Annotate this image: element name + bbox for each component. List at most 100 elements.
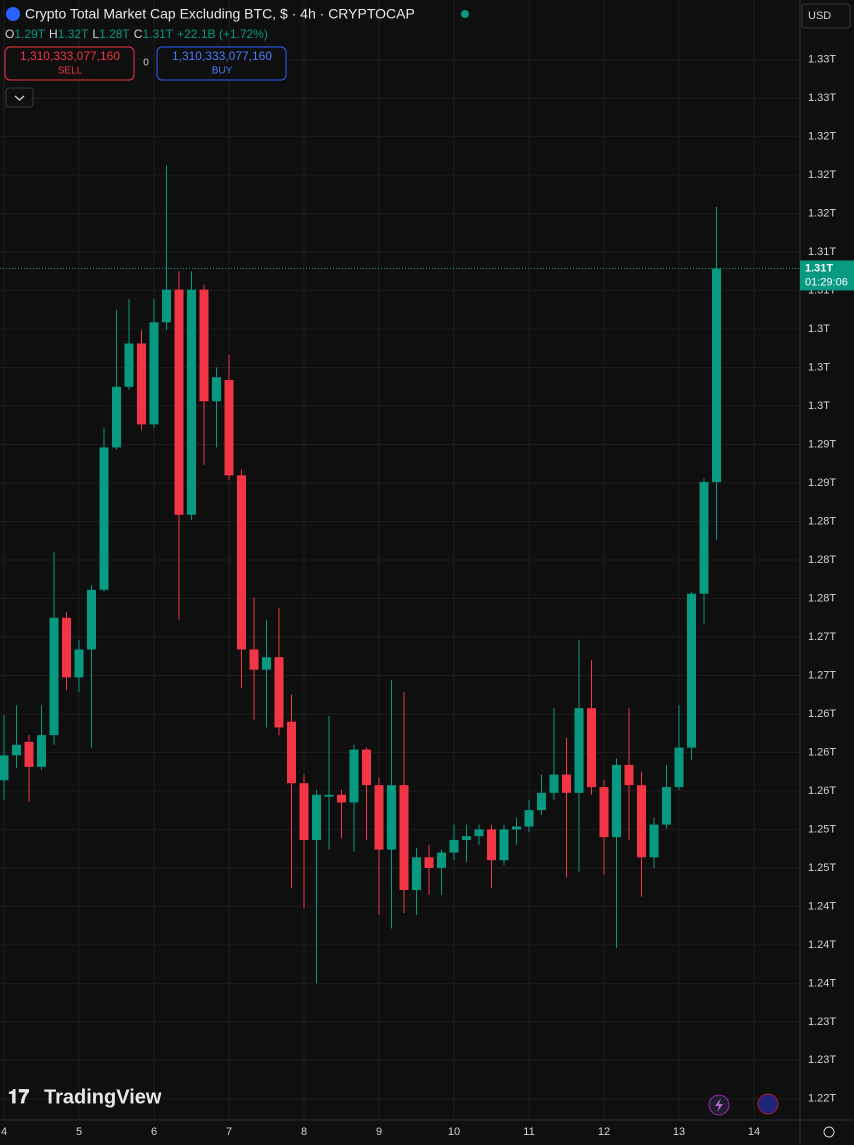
y-tick-label: 1.28T xyxy=(808,554,836,566)
candle-body xyxy=(562,774,571,793)
settings-icon[interactable] xyxy=(823,1126,835,1138)
lightning xyxy=(715,1098,723,1112)
buy-button[interactable] xyxy=(156,46,287,81)
candle-body xyxy=(24,741,34,767)
y-tick-label: 1.23T xyxy=(808,1016,836,1028)
ohlc-value: 1.28T xyxy=(99,27,130,41)
y-tick-label: 1.33T xyxy=(808,54,836,66)
candle-body xyxy=(374,785,384,850)
y-tick-label: 1.27T xyxy=(808,631,836,643)
candle-body xyxy=(124,343,134,387)
y-tick-label: 1.24T xyxy=(808,900,836,912)
ohlc-value: 1.31T xyxy=(142,27,173,41)
candle-body xyxy=(299,783,309,840)
y-tick-label: 1.33T xyxy=(808,92,836,104)
candle-body xyxy=(574,708,584,793)
ohlc: O1.29T H1.32T L1.28T C1.31T +22.1B (+1.72%) xyxy=(5,27,268,41)
candle-body xyxy=(62,617,71,678)
y-tick-label: 1.23T xyxy=(808,1054,836,1066)
y-tick-label: 1.31T xyxy=(808,246,836,258)
candle-body xyxy=(137,343,146,425)
candle-body xyxy=(174,289,184,515)
y-tick-label: 1.32T xyxy=(808,208,836,220)
candle-body xyxy=(287,721,296,784)
sell-button[interactable] xyxy=(4,46,135,81)
grid xyxy=(0,0,800,1120)
candle-body xyxy=(599,787,609,838)
y-tick-label: 1.29T xyxy=(808,438,836,450)
sell-label: SELL xyxy=(58,66,83,77)
buy-price: 1,310,333,077,160 xyxy=(172,49,272,63)
candle-body xyxy=(262,657,271,670)
candle-body xyxy=(687,593,696,748)
y-tick-label: 1.26T xyxy=(808,708,836,720)
flag-icon[interactable] xyxy=(757,1093,779,1115)
chevron xyxy=(14,95,25,101)
x-tick-label: 7 xyxy=(226,1126,232,1138)
currency: USD xyxy=(808,10,831,22)
candle-body xyxy=(199,289,209,402)
candle-body xyxy=(424,857,434,868)
candle-body xyxy=(637,785,646,858)
candle-body xyxy=(699,482,709,594)
x-tick-label: 12 xyxy=(598,1126,610,1138)
candle-body xyxy=(362,749,371,786)
candle-body xyxy=(624,764,634,786)
x-tick-label: 9 xyxy=(376,1126,382,1138)
ohlc-key: C xyxy=(134,27,143,41)
candle-body xyxy=(187,289,196,515)
candle-body xyxy=(12,744,21,756)
candle-body xyxy=(712,268,721,483)
y-tick-label: 1.28T xyxy=(808,592,836,604)
candle-body xyxy=(274,657,284,728)
ohlc-key: H xyxy=(49,27,58,41)
candle-body xyxy=(237,475,246,650)
countdown: 01:29:06 xyxy=(805,276,848,288)
candle-body xyxy=(249,649,259,670)
candle-body xyxy=(399,785,409,891)
logo-text: TradingView xyxy=(44,1086,162,1108)
candle-body xyxy=(149,322,159,425)
x-tick-label: 11 xyxy=(523,1126,534,1138)
candle-body xyxy=(0,755,9,781)
candle-body xyxy=(74,649,84,678)
candle-body xyxy=(499,829,509,861)
price-tag xyxy=(800,260,854,291)
sell-price: 1,310,333,077,160 xyxy=(20,49,120,63)
y-tick-label: 1.25T xyxy=(808,823,836,835)
y-tick-label: 1.32T xyxy=(808,131,836,143)
ohlc-change: +22.1B (+1.72%) xyxy=(177,27,268,41)
ohlc-value: 1.32T xyxy=(58,27,89,41)
candle-body xyxy=(412,857,421,891)
y-tick-label: 1.25T xyxy=(808,862,836,874)
y-tick-label: 1.3T xyxy=(808,323,830,335)
y-tick-label: 1.26T xyxy=(808,785,836,797)
y-tick-label: 1.3T xyxy=(808,400,830,412)
candle-body xyxy=(112,386,121,448)
buy-label: BUY xyxy=(212,66,233,77)
y-tick-label: 1.3T xyxy=(808,361,830,373)
candle-body xyxy=(437,852,446,868)
collapse-button[interactable] xyxy=(5,87,34,108)
candle-body xyxy=(49,617,59,736)
y-tick-label: 1.24T xyxy=(808,977,836,989)
ohlc-value: 1.29T xyxy=(14,27,45,41)
currency-button[interactable] xyxy=(801,3,851,29)
candle-body xyxy=(462,836,471,840)
candle-body xyxy=(662,787,671,825)
status-dot xyxy=(461,10,469,18)
y-tick-label: 1.27T xyxy=(808,669,836,681)
candle-body xyxy=(537,792,546,811)
candle-body xyxy=(524,810,534,827)
ohlc-key: L xyxy=(92,27,99,41)
candle-body xyxy=(162,289,171,323)
x-tick-label: 4 xyxy=(1,1126,7,1138)
x-tick-label: 14 xyxy=(748,1126,760,1138)
candle-body xyxy=(649,824,659,858)
candle-body xyxy=(324,794,334,797)
candles xyxy=(0,165,800,984)
logo-mark: 𝟏𝟕 xyxy=(8,1087,30,1108)
x-tick-label: 5 xyxy=(76,1126,82,1138)
